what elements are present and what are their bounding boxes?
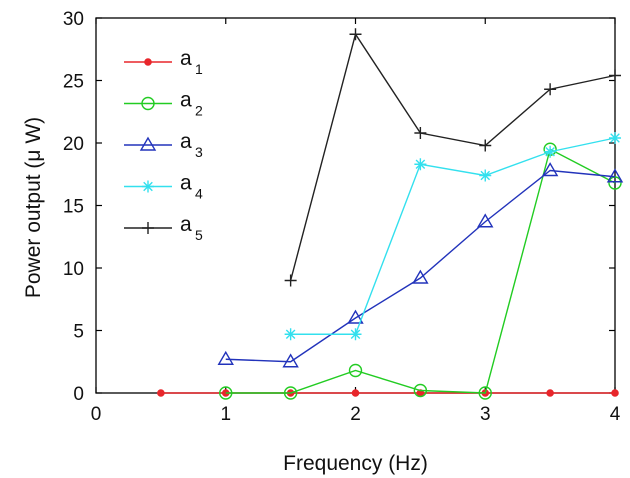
data-point-a4 (284, 328, 297, 341)
y-axis-label: Power output (μ W) (22, 117, 45, 298)
data-point-a4 (479, 169, 492, 182)
data-point-a4 (544, 145, 557, 158)
legend-label: a (180, 172, 192, 195)
data-point-a5 (349, 28, 362, 41)
data-point-a5 (414, 127, 427, 139)
y-tick-label: 5 (73, 322, 84, 343)
legend-marker (144, 58, 152, 66)
legend-label-subscript: 4 (195, 186, 203, 202)
data-point-a2 (478, 386, 492, 400)
legend-label-subscript: 1 (195, 61, 203, 77)
x-tick-label: 3 (480, 404, 491, 425)
series-layer (157, 28, 624, 400)
data-point-a3 (477, 213, 494, 228)
data-point-a5 (479, 139, 492, 152)
legend-label: a (180, 213, 192, 236)
y-tick-label: 20 (63, 134, 84, 155)
y-tick-label: 30 (63, 9, 84, 30)
x-tick-label: 4 (610, 404, 621, 425)
series-line-a5 (289, 32, 616, 281)
series-a4 (284, 132, 621, 341)
data-point-a3 (282, 353, 299, 368)
legend-marker (142, 180, 154, 193)
data-point-a2 (348, 363, 363, 378)
data-point-a2 (283, 386, 298, 400)
series-line-a3 (225, 169, 616, 363)
x-tick-label: 1 (220, 404, 231, 425)
legend-marker (139, 136, 157, 151)
legend-label-subscript: 5 (195, 227, 203, 243)
legend-label: a (180, 130, 192, 153)
x-tick-label: 2 (350, 404, 361, 425)
data-point-a4 (349, 328, 362, 341)
data-point-a2 (219, 386, 233, 400)
legend: a 1a 2a 3a 4a 5 (124, 47, 203, 243)
x-tick-label: 0 (91, 404, 102, 425)
data-point-a5 (544, 83, 557, 96)
data-point-a5 (609, 69, 621, 82)
data-point-a1 (611, 389, 619, 397)
legend-label-subscript: 3 (195, 144, 203, 160)
data-point-a5 (284, 274, 297, 287)
data-point-a4 (609, 132, 621, 144)
series-a3 (217, 162, 624, 368)
data-point-a1 (546, 389, 554, 397)
y-tick-label: 0 (73, 384, 84, 405)
data-point-a3 (541, 162, 559, 177)
series-a5 (284, 28, 621, 287)
series-line-a4 (290, 137, 616, 335)
y-tick-label: 10 (63, 259, 84, 280)
legend-label: a (180, 89, 192, 112)
data-point-a4 (414, 158, 427, 171)
data-point-a3 (347, 309, 364, 324)
legend-marker (141, 96, 155, 111)
data-point-a3 (606, 168, 624, 183)
data-point-a2 (608, 176, 622, 190)
data-point-a3 (412, 269, 429, 284)
data-point-a1 (351, 389, 360, 397)
data-point-a3 (217, 350, 234, 365)
y-tick-label: 25 (63, 72, 84, 93)
x-axis-label: Frequency (Hz) (283, 452, 428, 475)
legend-label-subscript: 2 (195, 103, 203, 119)
y-tick-label: 15 (63, 197, 84, 218)
legend-marker (142, 222, 154, 234)
legend-label: a (180, 47, 192, 70)
data-point-a2 (413, 383, 428, 398)
data-point-a1 (157, 389, 165, 397)
